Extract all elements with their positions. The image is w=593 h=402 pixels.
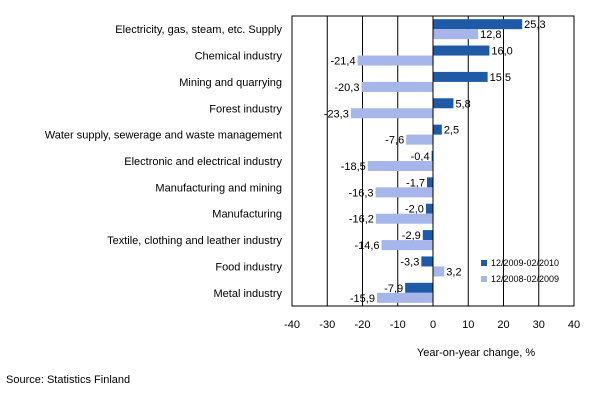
bar-series2 bbox=[361, 81, 433, 92]
legend-swatch bbox=[481, 260, 487, 266]
data-label: 3,2 bbox=[446, 266, 461, 278]
data-label: 16,0 bbox=[491, 46, 512, 58]
legend-label: 12/2009-02/2010 bbox=[491, 258, 559, 268]
x-tick-label: 0 bbox=[430, 319, 436, 331]
category-label: Food industry bbox=[215, 261, 282, 273]
bar-series2 bbox=[375, 213, 433, 224]
data-label: -7,6 bbox=[385, 135, 404, 147]
x-tick-label: 10 bbox=[462, 319, 474, 331]
category-label: Metal industry bbox=[214, 288, 283, 300]
bar-series1 bbox=[433, 45, 490, 56]
category-label: Electronic and electrical industry bbox=[124, 156, 282, 168]
data-label: -2,9 bbox=[402, 230, 421, 242]
data-label: 25,3 bbox=[524, 19, 545, 31]
x-tick-label: 30 bbox=[533, 319, 545, 331]
bar-series2 bbox=[375, 187, 433, 198]
data-label: 2,5 bbox=[444, 125, 459, 137]
bar-series1 bbox=[405, 282, 433, 293]
bar-series1 bbox=[425, 203, 433, 214]
data-label: 5,8 bbox=[455, 98, 470, 110]
legend-label: 12/2008-02/2009 bbox=[491, 274, 559, 284]
bar-series1 bbox=[433, 71, 488, 82]
data-label: -15,9 bbox=[350, 293, 375, 305]
category-label: Manufacturing bbox=[212, 209, 282, 221]
category-label: Mining and quarrying bbox=[179, 77, 282, 89]
category-label: Textile, clothing and leather industry bbox=[107, 235, 282, 247]
bar-series1 bbox=[433, 124, 442, 135]
x-tick-label: -10 bbox=[390, 319, 406, 331]
x-tick-label: -20 bbox=[355, 319, 371, 331]
bar-series1 bbox=[427, 177, 433, 188]
data-label: -14,6 bbox=[354, 240, 379, 252]
data-label: -18,5 bbox=[341, 161, 366, 173]
bar-series2 bbox=[433, 29, 479, 40]
data-label: -21,4 bbox=[330, 56, 355, 68]
x-tick-label: 40 bbox=[568, 319, 580, 331]
data-label: -23,3 bbox=[324, 108, 349, 120]
data-label: -20,3 bbox=[334, 82, 359, 94]
data-label: -3,3 bbox=[400, 256, 419, 268]
bar-series2 bbox=[406, 134, 433, 145]
data-label: -7,9 bbox=[384, 283, 403, 295]
x-axis-title: Year-on-year change, % bbox=[417, 347, 535, 359]
bar-series1 bbox=[421, 256, 433, 267]
bar-series2 bbox=[376, 292, 433, 303]
bar-series2 bbox=[357, 55, 433, 66]
data-label: 12,8 bbox=[480, 29, 501, 41]
bar-series1 bbox=[433, 98, 454, 109]
category-label: Chemical industry bbox=[195, 51, 283, 63]
category-label: Water supply, sewerage and waste managem… bbox=[45, 130, 282, 142]
data-label: -0,4 bbox=[411, 151, 430, 163]
data-label: -16,2 bbox=[349, 214, 374, 226]
x-tick-label: -30 bbox=[319, 319, 335, 331]
bar-series2 bbox=[433, 266, 445, 277]
x-tick-label: 20 bbox=[497, 319, 509, 331]
category-label: Forest industry bbox=[209, 103, 282, 115]
bar-series2 bbox=[381, 240, 433, 251]
data-label: -16,3 bbox=[348, 187, 373, 199]
data-label: -2,0 bbox=[405, 204, 424, 216]
legend-swatch bbox=[481, 276, 487, 282]
bar-series1 bbox=[433, 19, 523, 30]
data-label: 15,5 bbox=[490, 72, 511, 84]
bar-series2 bbox=[367, 161, 433, 171]
data-label: -1,7 bbox=[406, 177, 425, 189]
bar-series2 bbox=[350, 108, 433, 119]
x-tick-label: -40 bbox=[284, 319, 300, 331]
bar-series1 bbox=[431, 151, 433, 161]
category-label: Electricity, gas, steam, etc. Supply bbox=[115, 24, 282, 36]
source-note: Source: Statistics Finland bbox=[6, 374, 131, 386]
category-label: Manufacturing and mining bbox=[155, 182, 282, 194]
bar-series1 bbox=[422, 230, 433, 241]
